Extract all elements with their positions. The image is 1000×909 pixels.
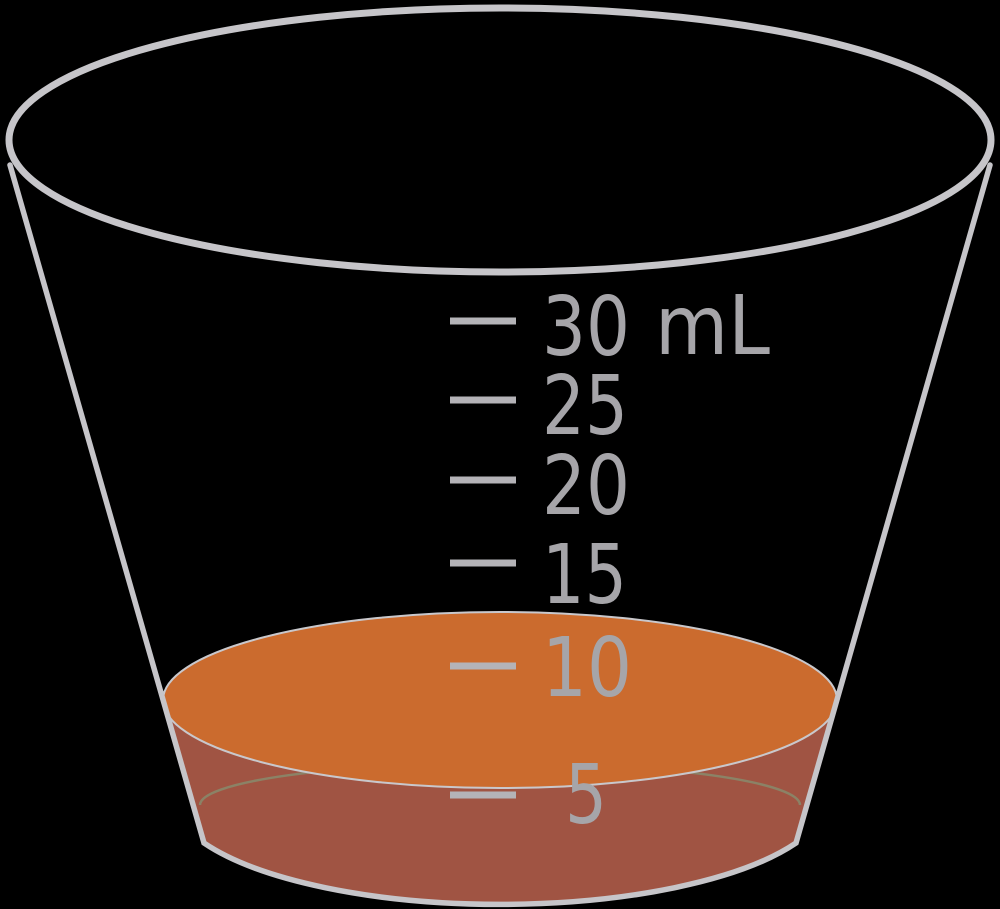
scale-label-15: 15 — [542, 528, 627, 623]
cup-body-outline — [7, 162, 993, 908]
unit-label: mL — [655, 279, 770, 374]
liquid-surface — [162, 611, 838, 789]
tick-mark-5 — [450, 791, 516, 799]
tick-mark-25 — [450, 396, 516, 404]
tick-mark-15 — [450, 559, 516, 567]
cup-rim — [5, 4, 995, 276]
tick-mark-10 — [450, 662, 516, 670]
scale-label-25: 25 — [542, 359, 628, 454]
scale-label-30: 30 — [542, 280, 630, 375]
liquid-body — [163, 700, 837, 905]
tick-mark-20 — [450, 476, 516, 484]
scale-label-5: 5 — [565, 748, 607, 843]
scale-label-20: 20 — [542, 439, 630, 534]
scale-label-10: 10 — [542, 621, 632, 716]
tick-mark-30 — [450, 317, 516, 325]
